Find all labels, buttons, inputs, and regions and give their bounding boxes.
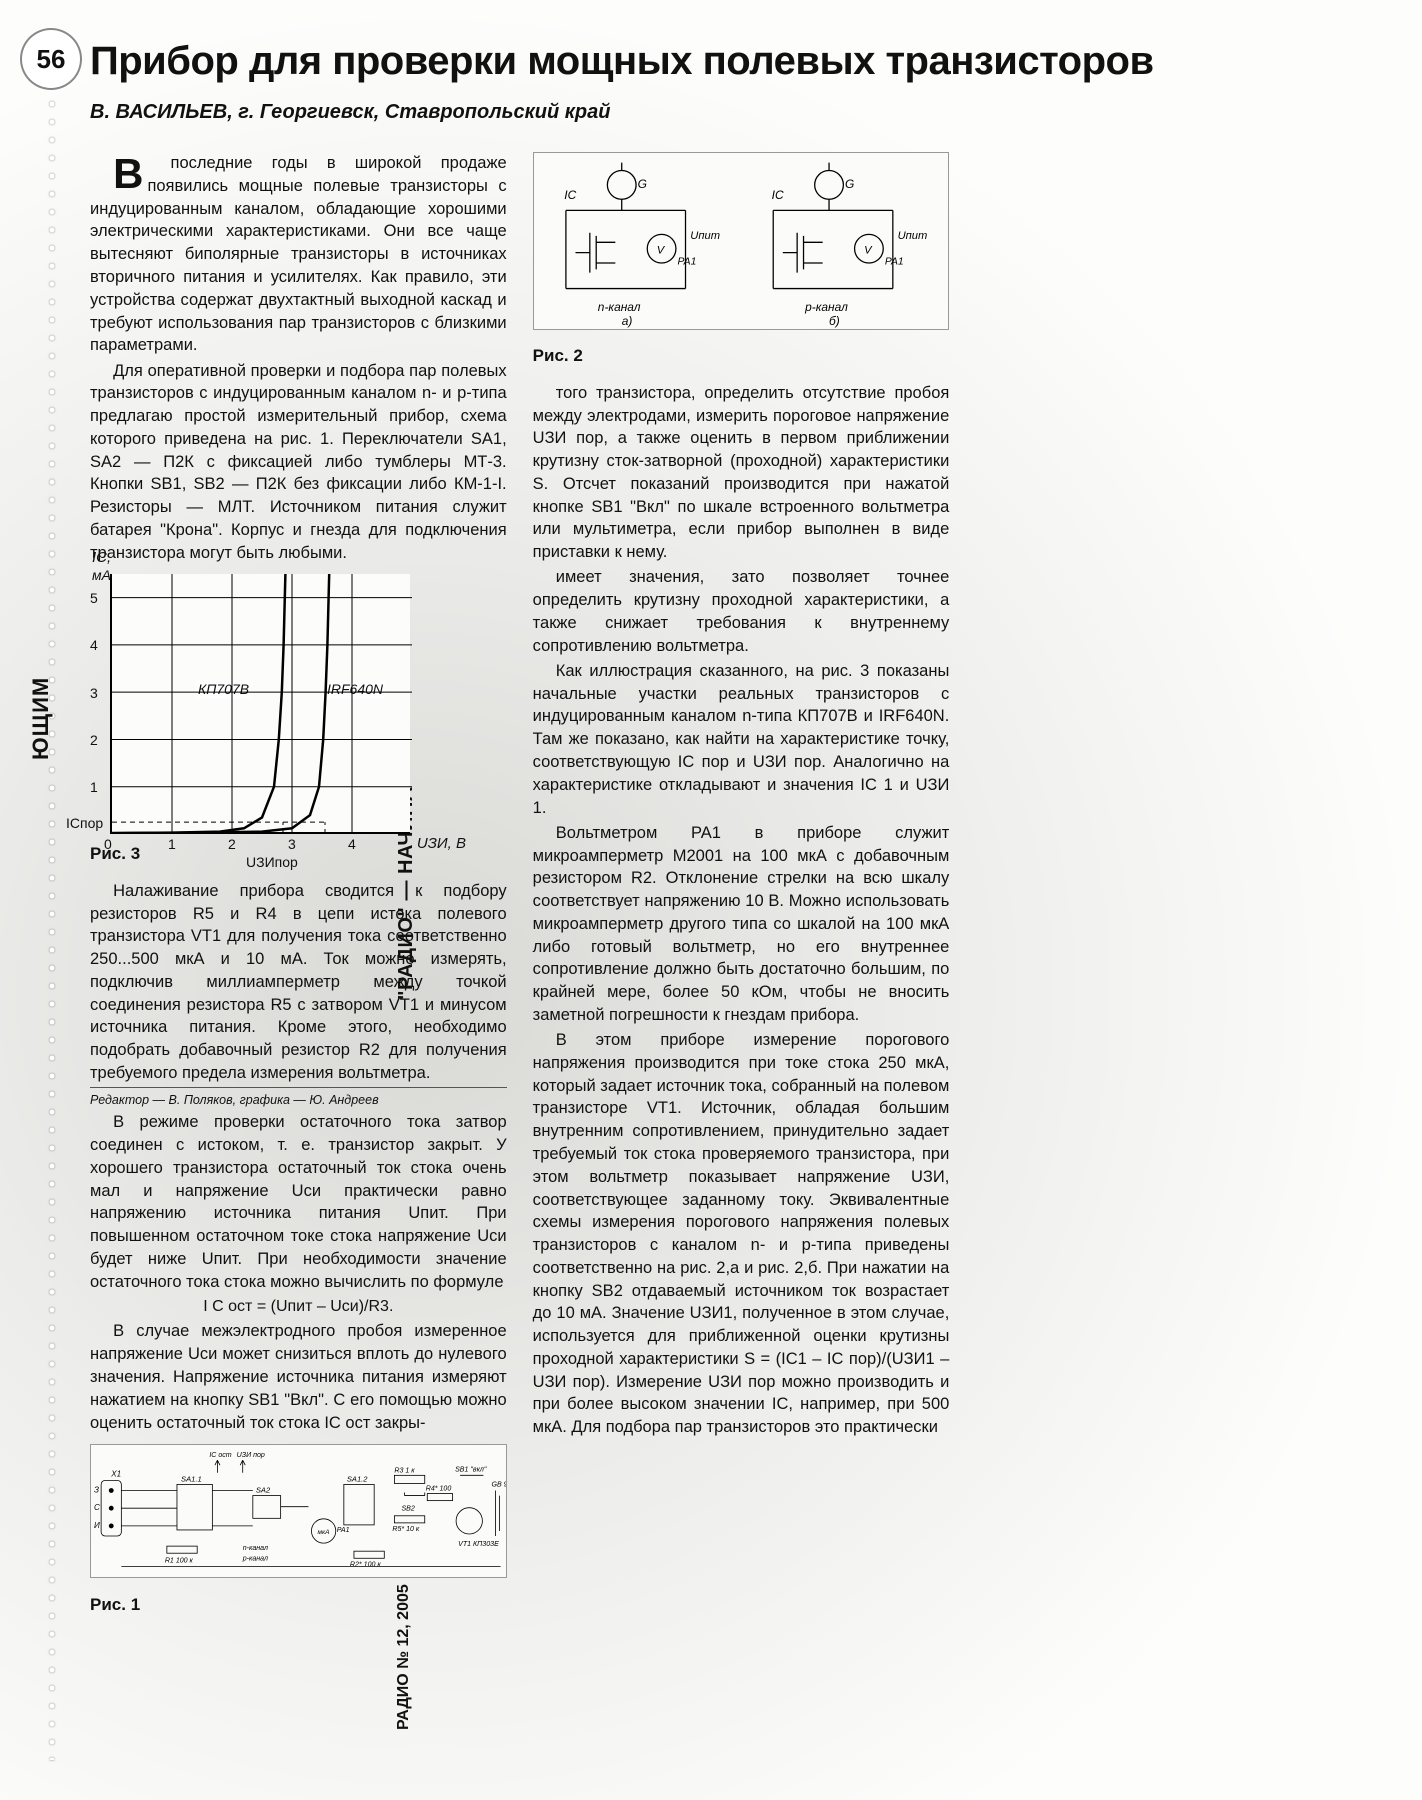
lbl: p-канал [804, 300, 848, 314]
lbl: V [656, 245, 665, 257]
lbl: С [94, 1503, 100, 1512]
lbl: IС [771, 188, 783, 202]
dotted-rail [48, 95, 56, 1760]
lbl: UЗИ пор [237, 1452, 265, 1459]
para: В этом приборе измерение порогового напр… [533, 1029, 950, 1439]
page-number-badge: 56 [20, 28, 82, 90]
fig2-schematic: IС G Uпит V PA1 n-канал а) IС G Uпит V P… [533, 152, 950, 329]
formula: I С ост = (Uпит – Uси)/R3. [90, 1296, 507, 1318]
lbl: R5* 10 к [392, 1526, 420, 1533]
para: В случае межэлектродного пробоя измеренн… [90, 1320, 507, 1434]
fig3-yunit: мА [92, 566, 111, 585]
para: имеет значения, зато позволяет точнее оп… [533, 566, 950, 657]
lbl: n-канал [597, 300, 640, 314]
para: Вольтметром PA1 в приборе служит микроам… [533, 822, 950, 1027]
fig1-caption: Рис. 1 [90, 1593, 507, 1616]
lbl: PA1 [337, 1527, 350, 1534]
lbl: IС [564, 188, 576, 202]
article-title: Прибор для проверки мощных полевых транз… [90, 40, 1392, 83]
lbl: а) [621, 314, 632, 328]
lbl: R1 100 к [165, 1558, 194, 1565]
body-columns: Впоследние годы в широкой продаже появил… [90, 152, 1392, 1712]
lbl: V [864, 245, 873, 257]
lbl: R4* 100 [426, 1486, 452, 1493]
figure-3: IС, мА UЗИ, В 1234123450IСпорUЗИпорКП707… [90, 574, 507, 865]
lbl: X1 [110, 1470, 121, 1479]
lbl: n-канал [243, 1545, 268, 1552]
lbl: GB 9 В [491, 1482, 506, 1489]
lbl: SB2 [401, 1506, 414, 1513]
magazine-page: 56 ЮЩИМ "РАДИО" — НАЧИНА РАДИО № 12, 200… [0, 0, 1422, 1800]
para: Как иллюстрация сказанного, на рис. 3 по… [533, 660, 950, 819]
sidebar-section-label: ЮЩИМ [28, 677, 54, 760]
para: того транзистора, определить отсутствие … [533, 382, 950, 564]
lbl: Uпит [897, 230, 927, 242]
lbl: PA1 [885, 257, 904, 268]
byline: В. ВАСИЛЬЕВ, г. Георгиевск, Ставропольск… [90, 101, 1392, 124]
lbl: G [845, 177, 854, 191]
lbl: И [94, 1521, 100, 1530]
lbl: З [94, 1486, 99, 1495]
figure-2: IС G Uпит V PA1 n-канал а) IС G Uпит V P… [533, 152, 950, 368]
fig2-caption: Рис. 2 [533, 344, 950, 367]
lbl: SA2 [256, 1486, 271, 1495]
fig1-schematic: X1 З С И SA1.1 SA2 SA1.2 R1 100 к PA1 мк… [90, 1444, 507, 1577]
lbl: б) [829, 314, 840, 328]
lbl: p-канал [242, 1556, 268, 1563]
lbl: R3 1 к [394, 1468, 415, 1475]
para: Впоследние годы в широкой продаже появил… [90, 152, 507, 357]
lbl: IС ост [209, 1452, 231, 1459]
lbl: SA1.2 [347, 1475, 368, 1484]
fig3-xlabel: UЗИ, В [417, 834, 466, 855]
para: Налаживание прибора сводится к подбору р… [90, 880, 507, 1085]
lbl: SA1.1 [181, 1475, 202, 1484]
editor-credit: Редактор — В. Поляков, графика — Ю. Андр… [90, 1087, 507, 1109]
lbl: G [637, 177, 646, 191]
issue-label: РАДИО № 12, 2005 [395, 1584, 413, 1730]
figure-1: X1 З С И SA1.1 SA2 SA1.2 R1 100 к PA1 мк… [90, 1444, 507, 1616]
fig3-chart: IС, мА UЗИ, В 1234123450IСпорUЗИпорКП707… [110, 574, 410, 834]
para: Для оперативной проверки и подбора пар п… [90, 360, 507, 565]
lbl: SB1 "вкл" [455, 1467, 487, 1474]
para: В режиме проверки остаточного тока затво… [90, 1111, 507, 1293]
lbl: VT1 КП303Е [458, 1541, 499, 1548]
lbl: мкА [318, 1529, 331, 1536]
lbl: PA1 [677, 257, 696, 268]
lbl: R2* 100 к [350, 1562, 381, 1569]
lbl: Uпит [690, 230, 720, 242]
